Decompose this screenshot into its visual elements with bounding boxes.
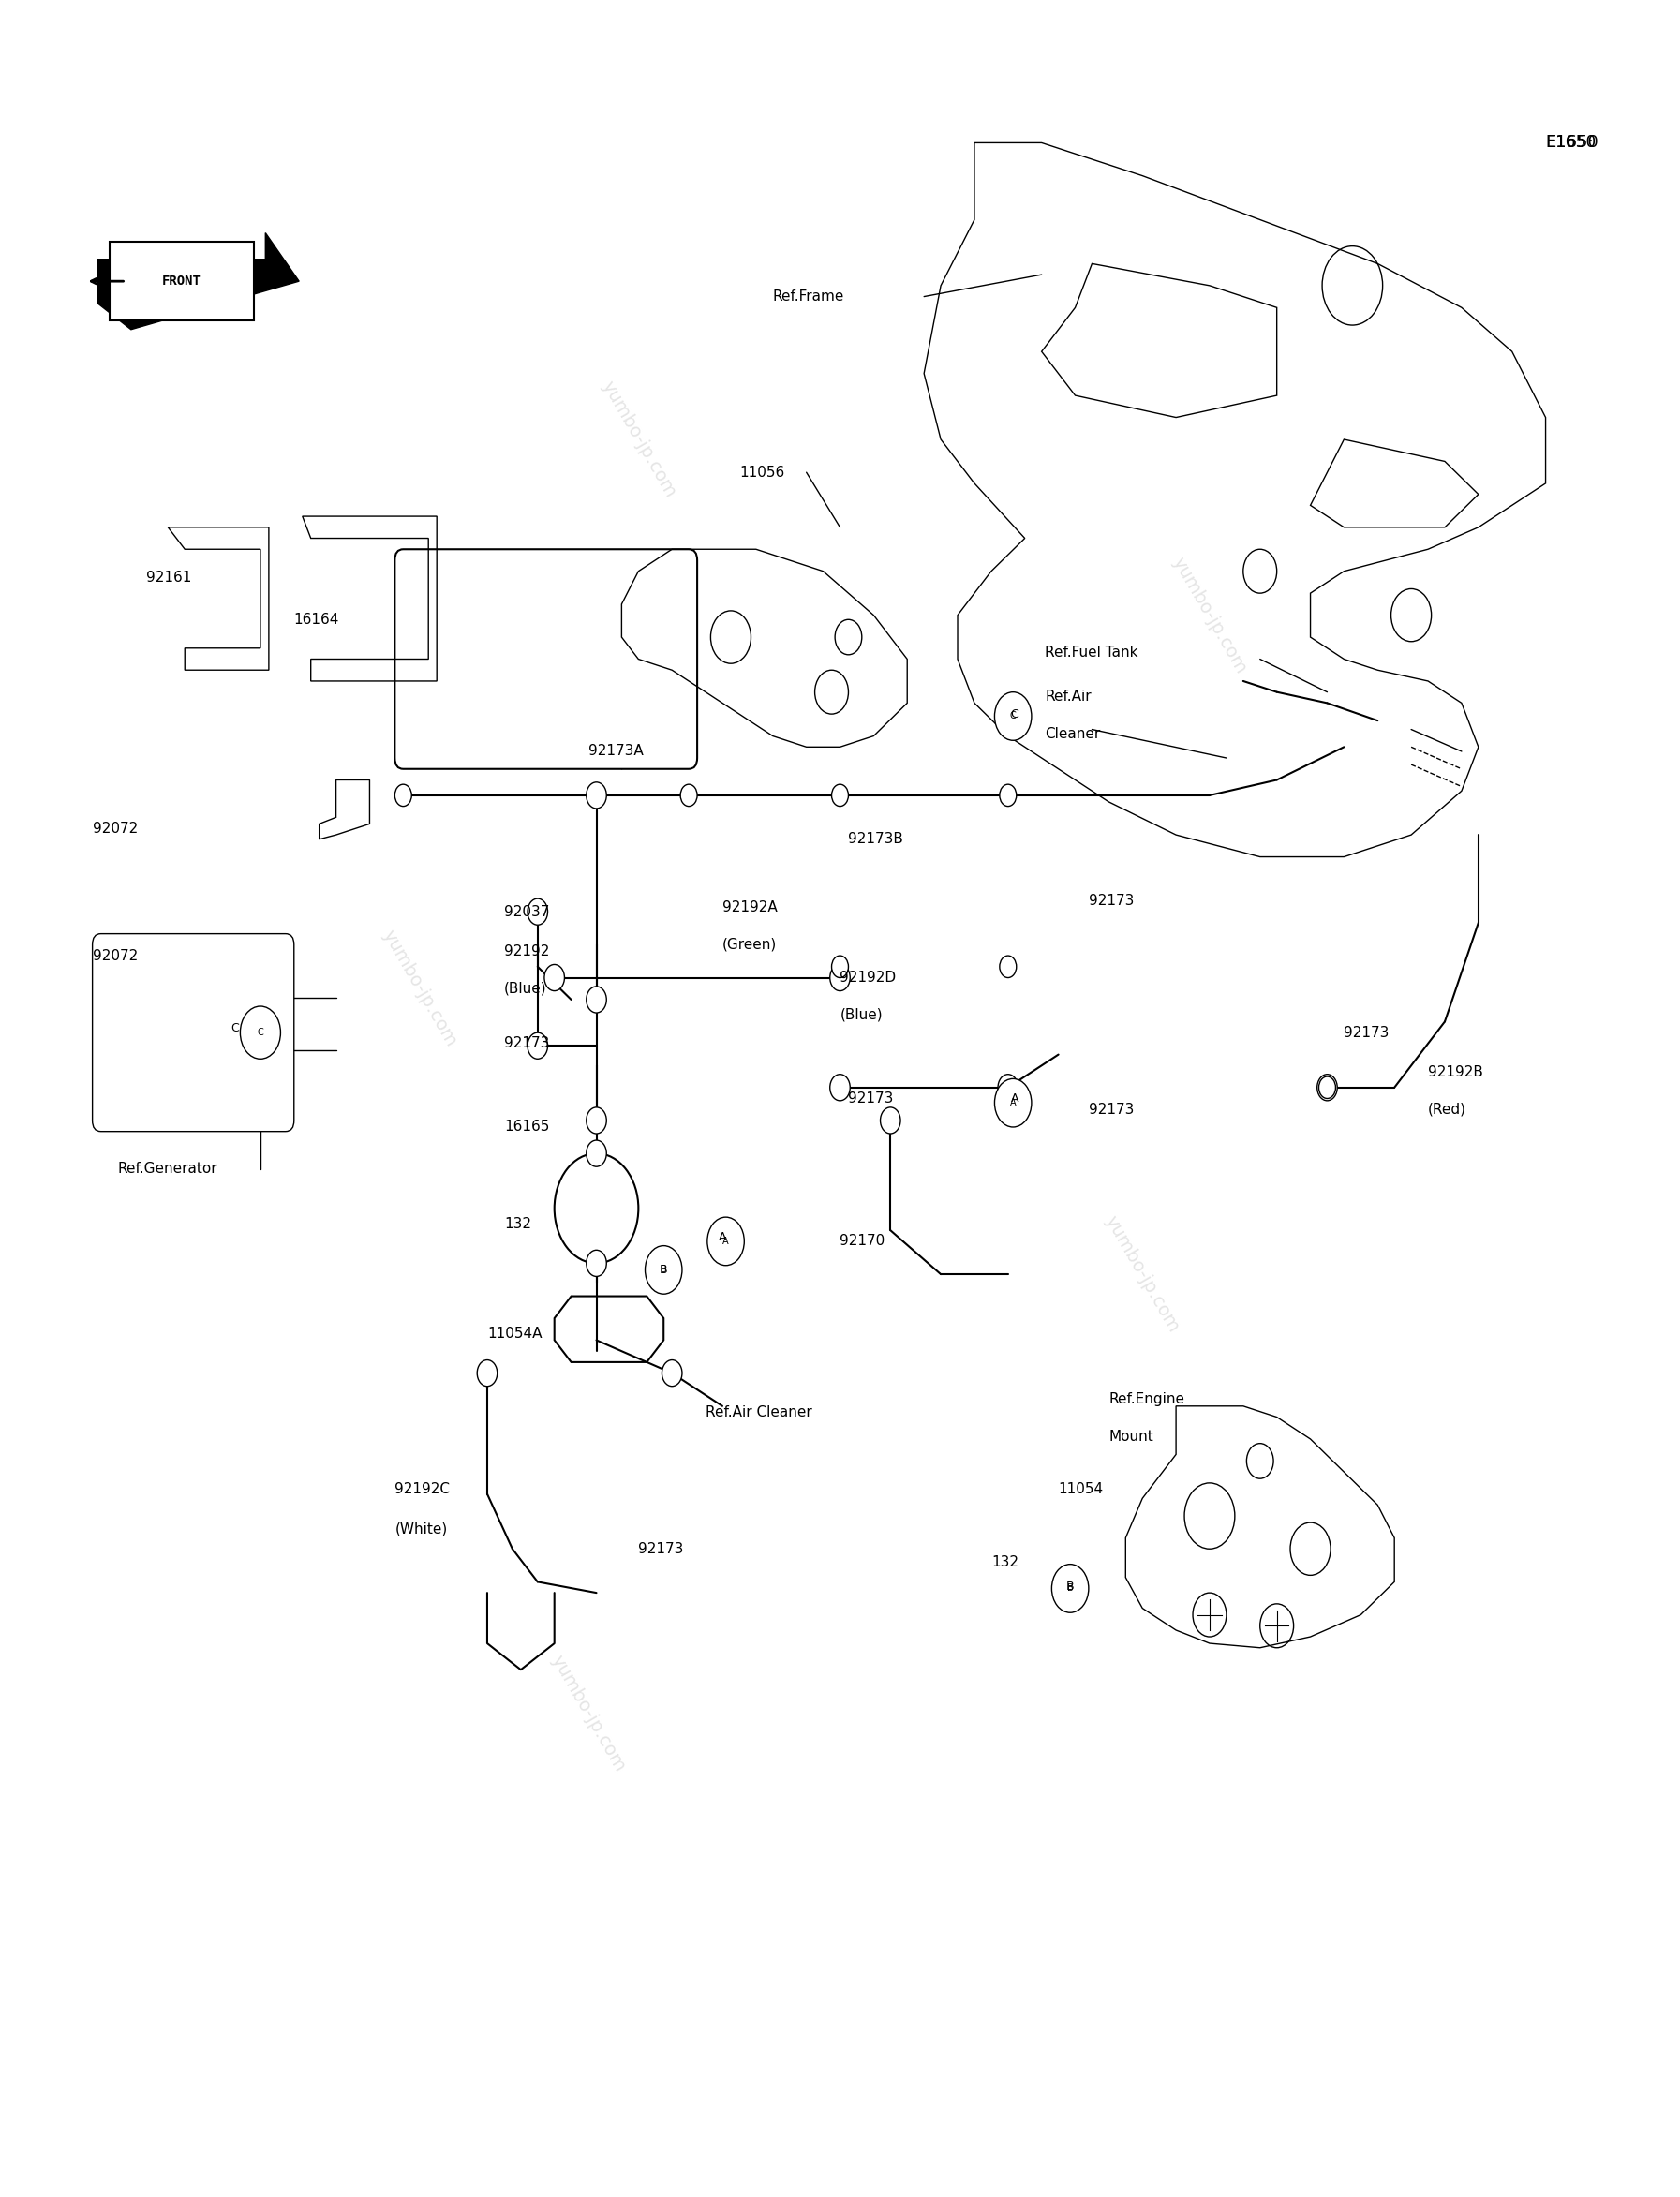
Circle shape [586,986,606,1013]
Text: 92192: 92192 [504,945,549,958]
Circle shape [586,1140,606,1167]
Circle shape [1000,784,1016,806]
Text: 132: 132 [504,1217,531,1230]
Circle shape [528,899,548,925]
Text: 92173B: 92173B [848,833,904,846]
Circle shape [707,1217,744,1265]
Text: E1650: E1650 [1546,134,1599,152]
Text: A: A [722,1237,729,1246]
Text: 11054: 11054 [1058,1483,1104,1496]
Text: 11054A: 11054A [487,1327,543,1340]
Circle shape [880,1107,900,1134]
Text: yumbo-jp.com: yumbo-jp.com [548,1652,628,1775]
Text: 92192D: 92192D [840,971,897,984]
Text: 92192A: 92192A [722,901,778,914]
Text: 92037: 92037 [504,905,549,918]
Circle shape [830,964,850,991]
Circle shape [1000,956,1016,978]
Circle shape [1319,1077,1336,1098]
Circle shape [586,782,606,808]
Text: 92173A: 92173A [588,745,643,758]
Circle shape [680,784,697,806]
Circle shape [1052,1564,1089,1613]
FancyBboxPatch shape [395,549,697,769]
Text: 92173: 92173 [1089,894,1134,907]
Circle shape [998,1074,1018,1101]
Circle shape [830,1074,850,1101]
Text: Ref.Generator: Ref.Generator [118,1162,217,1175]
Text: C: C [257,1028,264,1037]
Circle shape [995,692,1032,740]
Text: yumbo-jp.com: yumbo-jp.com [598,378,679,501]
Circle shape [528,1033,548,1059]
Circle shape [832,784,848,806]
Circle shape [544,964,564,991]
Text: (White): (White) [395,1523,447,1536]
Text: 92173: 92173 [1089,1103,1134,1116]
Text: 92072: 92072 [92,822,138,835]
Text: FRONT: FRONT [161,275,202,288]
Text: 92192B: 92192B [1428,1066,1483,1079]
Text: B: B [660,1263,667,1276]
Text: 132: 132 [991,1555,1018,1569]
Text: 92173: 92173 [504,1037,549,1050]
Circle shape [586,1250,606,1276]
Text: (Red): (Red) [1428,1103,1467,1116]
Text: B: B [1067,1580,1074,1593]
FancyBboxPatch shape [92,934,294,1131]
Text: B: B [1067,1584,1074,1593]
Text: C: C [232,1022,239,1035]
Circle shape [832,956,848,978]
Text: yumbo-jp.com: yumbo-jp.com [1169,554,1250,677]
Polygon shape [109,242,254,321]
Text: Ref.Air Cleaner: Ref.Air Cleaner [706,1406,811,1419]
Circle shape [662,1360,682,1386]
Text: B: B [660,1265,667,1274]
Circle shape [645,1246,682,1294]
Text: Ref.Engine: Ref.Engine [1109,1393,1184,1406]
Text: Ref.Fuel Tank: Ref.Fuel Tank [1045,646,1137,659]
Circle shape [1260,1604,1294,1648]
Circle shape [240,1006,281,1059]
Circle shape [1193,1593,1226,1637]
Circle shape [995,1079,1032,1127]
Text: yumbo-jp.com: yumbo-jp.com [1102,1213,1183,1336]
Circle shape [1317,1074,1337,1101]
Text: 92170: 92170 [840,1235,885,1248]
Text: Ref.Frame: Ref.Frame [773,290,845,303]
Text: (Green): (Green) [722,938,776,951]
Text: (Blue): (Blue) [840,1008,882,1022]
Circle shape [395,784,412,806]
Text: 16164: 16164 [294,613,339,626]
Text: 92072: 92072 [92,949,138,962]
Circle shape [586,1107,606,1134]
Text: Cleaner: Cleaner [1045,727,1100,740]
Text: (Blue): (Blue) [504,982,546,995]
Text: A: A [1011,1092,1018,1105]
Text: Ref.Air: Ref.Air [1045,690,1092,703]
Text: 11056: 11056 [739,466,785,479]
Text: 92173: 92173 [848,1092,894,1105]
Circle shape [554,1153,638,1263]
Text: 92192C: 92192C [395,1483,450,1496]
Text: Mount: Mount [1109,1430,1154,1443]
Circle shape [477,1360,497,1386]
Text: C: C [1010,712,1016,721]
Text: yumbo-jp.com: yumbo-jp.com [380,927,460,1050]
Text: 16165: 16165 [504,1120,549,1134]
Text: C: C [1011,707,1018,721]
Text: 92161: 92161 [146,571,192,584]
Text: E1650: E1650 [1546,134,1596,152]
Text: 92173: 92173 [638,1542,684,1555]
Text: A: A [1010,1098,1016,1107]
Polygon shape [97,233,299,330]
Text: A: A [719,1230,726,1244]
Text: 92173: 92173 [1344,1026,1389,1039]
